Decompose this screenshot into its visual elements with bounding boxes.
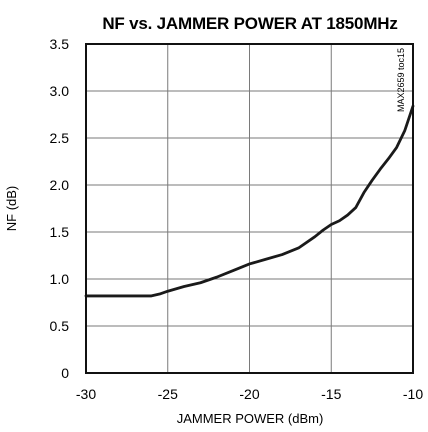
x-tick-label: -30 (76, 386, 96, 402)
plot-frame (85, 43, 414, 374)
x-axis-label: JAMMER POWER (dBm) (177, 411, 324, 426)
y-tick-label: 0 (61, 365, 69, 381)
y-tick-label: 0.5 (50, 318, 70, 334)
y-axis-ticks: 0 0.5 1.0 1.5 2.0 2.5 3.0 3.5 (50, 36, 70, 381)
data-series (84, 104, 415, 298)
series-line (84, 104, 415, 298)
y-tick-label: 2.0 (50, 177, 70, 193)
x-tick-label: -25 (158, 386, 178, 402)
x-tick-label: -15 (321, 386, 341, 402)
y-tick-label: 1.0 (50, 271, 70, 287)
x-axis-ticks: -30 -25 -20 -15 -10 (76, 386, 423, 402)
x-tick-label: -10 (403, 386, 423, 402)
y-tick-label: 3.5 (50, 36, 70, 52)
x-tick-label: -20 (239, 386, 259, 402)
y-axis-label: NF (dB) (4, 186, 19, 232)
chart-annotation: MAX2659 toc15 (396, 48, 406, 112)
y-tick-label: 3.0 (50, 83, 70, 99)
y-tick-label: 1.5 (50, 224, 70, 240)
gridlines (86, 44, 413, 373)
y-tick-label: 2.5 (50, 130, 70, 146)
chart-title: NF vs. JAMMER POWER AT 1850MHz (102, 14, 397, 33)
